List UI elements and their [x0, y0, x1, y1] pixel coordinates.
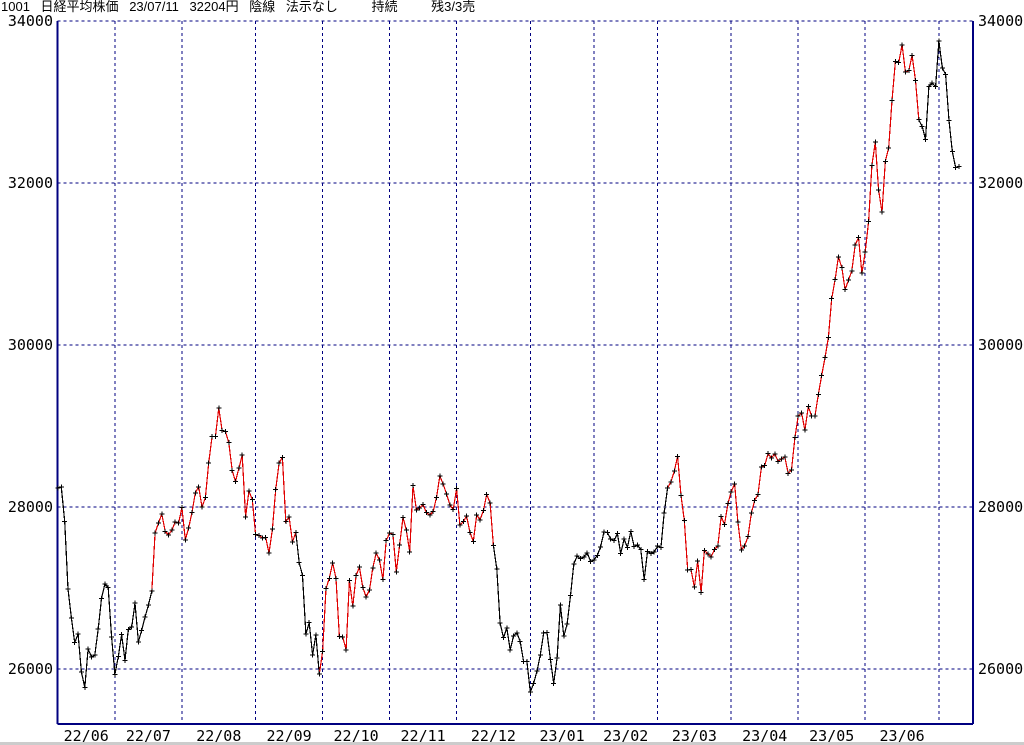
x-axis-label: 22/11 [401, 727, 446, 745]
ticker-code: 1001 [1, 0, 30, 14]
y-axis-label-right: 34000 [978, 12, 1023, 30]
y-axis-label-left: 32000 [8, 174, 53, 192]
price-line-segment [151, 407, 297, 592]
x-axis-label: 23/02 [603, 727, 648, 745]
y-axis-label-left: 26000 [8, 660, 53, 678]
y-axis-label-right: 32000 [978, 174, 1023, 192]
price-line-segment [667, 44, 920, 593]
y-axis-label-left: 28000 [8, 498, 53, 516]
y-axis-label-right: 26000 [978, 660, 1023, 678]
price-line-segment [492, 487, 669, 693]
price-line-segment [57, 486, 153, 688]
x-axis-label: 23/03 [672, 727, 717, 745]
y-axis-label-left: 34000 [8, 12, 53, 30]
chart-header: 1001 日経平均株価 23/07/11 32204円 陰線 法示なし 持続 残… [1, 0, 475, 15]
candle-type-label: 陰線 [249, 0, 276, 14]
x-axis-label: 22/06 [64, 727, 109, 745]
x-axis-label: 23/01 [540, 727, 585, 745]
instrument-name: 日経平均株価 [40, 0, 119, 14]
data-point-markers [55, 38, 962, 695]
x-axis-label: 22/09 [267, 727, 312, 745]
x-axis-label: 22/08 [196, 727, 241, 745]
quote-price: 32204円 [189, 0, 239, 14]
signal-label: 法示なし [285, 0, 338, 14]
x-axis-label: 22/07 [126, 727, 171, 745]
price-line-segment [295, 532, 320, 675]
trend-status-label: 持続 [371, 0, 398, 14]
y-axis-label-right: 28000 [978, 498, 1023, 516]
price-line-segment [318, 473, 494, 675]
quote-date: 23/07/11 [129, 0, 179, 14]
y-axis-label-left: 30000 [8, 336, 53, 354]
x-axis-label: 23/05 [809, 727, 854, 745]
y-axis-label-right: 30000 [978, 336, 1023, 354]
position-status-label: 残3/3売 [431, 0, 476, 14]
x-axis-label: 23/04 [742, 727, 787, 745]
x-axis-label: 22/10 [334, 727, 379, 745]
window-bottom-edge [0, 742, 1024, 745]
x-axis-label: 22/12 [471, 727, 516, 745]
x-axis-label: 23/06 [880, 727, 925, 745]
